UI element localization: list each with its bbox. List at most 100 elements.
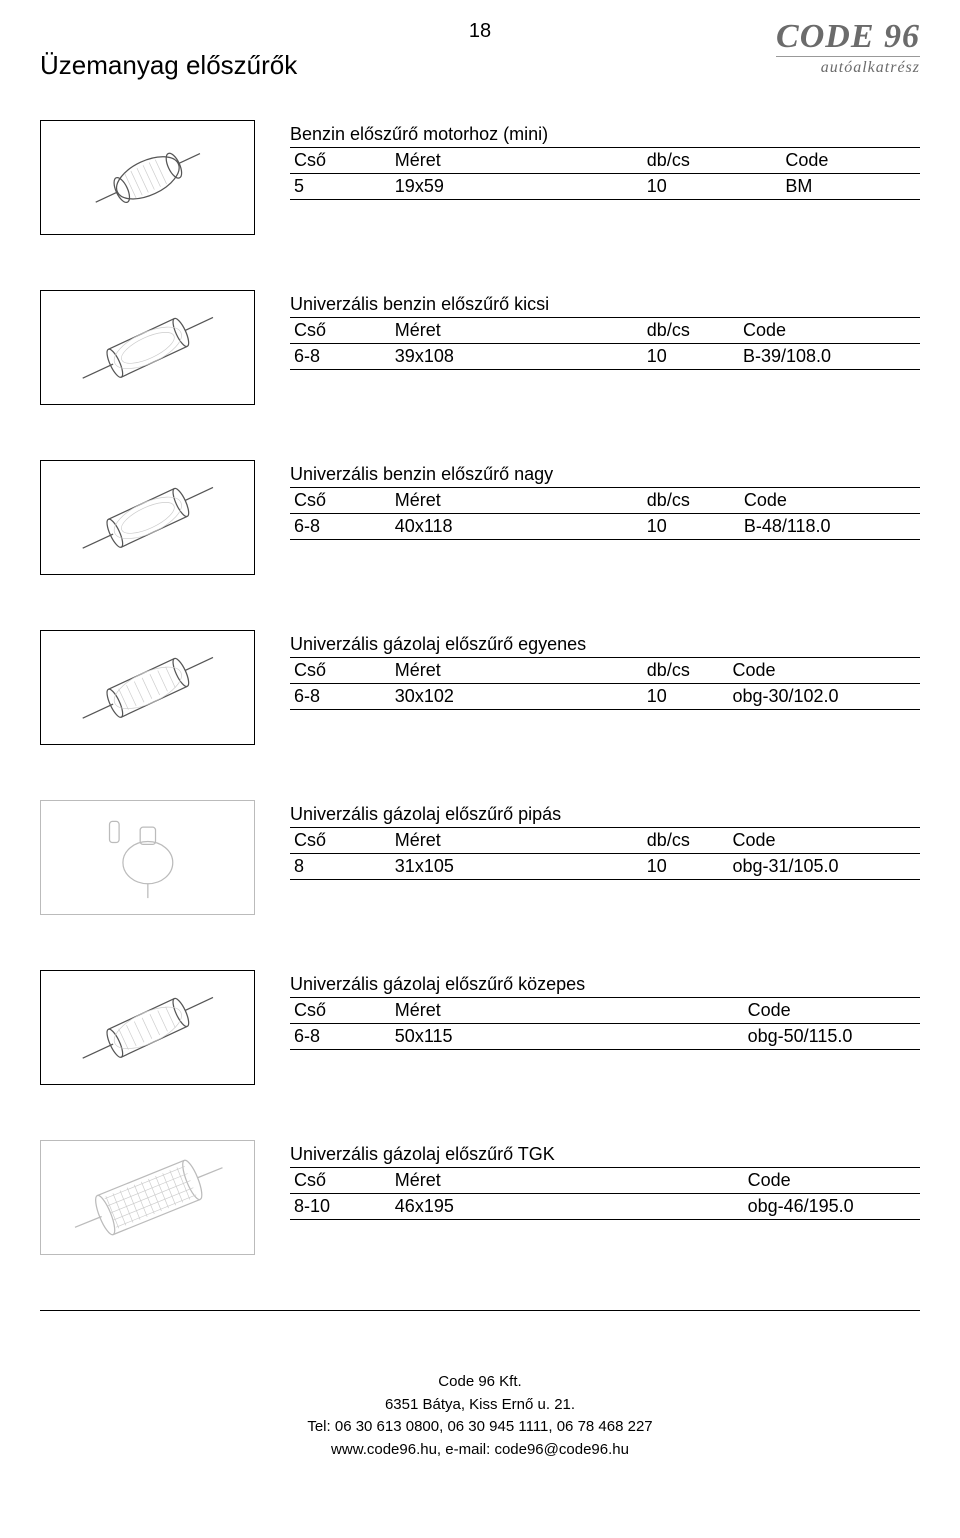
cell-dbcs: 10 <box>643 854 729 880</box>
cell-dbcs: 10 <box>643 344 739 370</box>
page-footer: Code 96 Kft. 6351 Bátya, Kiss Ernő u. 21… <box>40 1371 920 1461</box>
product-table: Univerzális gázolaj előszűrő TGKCsőMéret… <box>290 1144 920 1220</box>
product-table-wrap: Univerzális benzin előszűrő nagyCsőMéret… <box>290 460 920 540</box>
col-header: db/cs <box>643 318 739 344</box>
cell-cso: 5 <box>290 174 391 200</box>
product-title: Univerzális gázolaj előszűrő pipás <box>290 804 920 828</box>
col-header: Méret <box>391 828 643 854</box>
table-row: 6-830x10210obg-30/102.0 <box>290 684 920 710</box>
cell-dbcs: 10 <box>643 174 782 200</box>
logo-sub: autóalkatrész <box>776 56 920 77</box>
table-row: 6-839x10810B-39/108.0 <box>290 344 920 370</box>
col-header: Méret <box>391 658 643 684</box>
footer-line: Code 96 Kft. <box>40 1371 920 1394</box>
col-header: Code <box>781 148 920 174</box>
cell-meret: 19x59 <box>391 174 643 200</box>
product-table: Univerzális gázolaj előszűrő pipásCsőMér… <box>290 804 920 880</box>
col-header: db/cs <box>643 488 740 514</box>
cell-cso: 8-10 <box>290 1194 391 1220</box>
cell-code: BM <box>781 174 920 200</box>
product-table: Univerzális gázolaj előszűrő közepesCsőM… <box>290 974 920 1050</box>
table-row: 831x10510obg-31/105.0 <box>290 854 920 880</box>
product-table: Univerzális benzin előszűrő kicsiCsőMére… <box>290 294 920 370</box>
page-number: 18 <box>469 20 491 43</box>
product-row: Univerzális benzin előszűrő nagyCsőMéret… <box>40 460 920 575</box>
col-header: Méret <box>391 1168 744 1194</box>
product-row: Univerzális gázolaj előszűrő TGKCsőMéret… <box>40 1140 920 1255</box>
col-header: Cső <box>290 658 391 684</box>
cell-cso: 6-8 <box>290 684 391 710</box>
product-table-wrap: Univerzális gázolaj előszűrő egyenesCsőM… <box>290 630 920 710</box>
page-title: Üzemanyag előszűrők <box>40 50 297 81</box>
cell-code: obg-46/195.0 <box>744 1194 920 1220</box>
cell-cso: 6-8 <box>290 514 391 540</box>
product-image <box>40 630 255 745</box>
col-header: db/cs <box>643 828 729 854</box>
product-image <box>40 800 255 915</box>
footer-line: www.code96.hu, e-mail: code96@code96.hu <box>40 1439 920 1462</box>
product-table-wrap: Univerzális gázolaj előszűrő TGKCsőMéret… <box>290 1140 920 1220</box>
table-row: 519x5910BM <box>290 174 920 200</box>
cell-meret: 40x118 <box>391 514 643 540</box>
cell-cso: 6-8 <box>290 344 391 370</box>
cell-meret: 39x108 <box>391 344 643 370</box>
cell-cso: 6-8 <box>290 1024 391 1050</box>
cell-code: obg-50/115.0 <box>744 1024 920 1050</box>
col-header: Cső <box>290 1168 391 1194</box>
cell-dbcs: 10 <box>643 684 729 710</box>
col-header: Code <box>740 488 920 514</box>
col-header: Code <box>728 828 920 854</box>
product-title: Univerzális gázolaj előszűrő TGK <box>290 1144 920 1168</box>
product-title: Univerzális gázolaj előszűrő közepes <box>290 974 920 998</box>
cell-meret: 50x115 <box>391 1024 744 1050</box>
product-title: Univerzális benzin előszűrő nagy <box>290 464 920 488</box>
product-row: Benzin előszűrő motorhoz (mini)CsőMéretd… <box>40 120 920 235</box>
col-header: Méret <box>391 148 643 174</box>
product-title: Univerzális benzin előszűrő kicsi <box>290 294 920 318</box>
col-header: Cső <box>290 998 391 1024</box>
product-title: Benzin előszűrő motorhoz (mini) <box>290 124 920 148</box>
brand-logo: CODE 96 autóalkatrész <box>776 20 920 77</box>
product-table: Univerzális benzin előszűrő nagyCsőMéret… <box>290 464 920 540</box>
col-header: db/cs <box>643 148 782 174</box>
product-row: Univerzális gázolaj előszűrő közepesCsőM… <box>40 970 920 1085</box>
footer-rule <box>40 1310 920 1311</box>
cell-code: B-48/118.0 <box>740 514 920 540</box>
product-table: Univerzális gázolaj előszűrő egyenesCsőM… <box>290 634 920 710</box>
cell-code: B-39/108.0 <box>739 344 920 370</box>
table-row: 8-1046x195obg-46/195.0 <box>290 1194 920 1220</box>
cell-code: obg-31/105.0 <box>728 854 920 880</box>
col-header: Méret <box>391 998 744 1024</box>
product-table-wrap: Univerzális gázolaj előszűrő pipásCsőMér… <box>290 800 920 880</box>
product-row: Univerzális benzin előszűrő kicsiCsőMére… <box>40 290 920 405</box>
col-header: Code <box>744 1168 920 1194</box>
cell-dbcs: 10 <box>643 514 740 540</box>
product-image <box>40 120 255 235</box>
logo-main: CODE 96 <box>776 20 920 54</box>
col-header: Méret <box>391 318 643 344</box>
cell-cso: 8 <box>290 854 391 880</box>
col-header: Code <box>728 658 920 684</box>
col-header: Cső <box>290 828 391 854</box>
col-header: Code <box>744 998 920 1024</box>
cell-meret: 31x105 <box>391 854 643 880</box>
col-header: Méret <box>391 488 643 514</box>
product-image <box>40 290 255 405</box>
col-header: Cső <box>290 148 391 174</box>
col-header: Cső <box>290 488 391 514</box>
product-table-wrap: Univerzális gázolaj előszűrő közepesCsőM… <box>290 970 920 1050</box>
cell-code: obg-30/102.0 <box>728 684 920 710</box>
page-header: 18 Üzemanyag előszűrők CODE 96 autóalkat… <box>40 20 920 90</box>
product-title: Univerzális gázolaj előszűrő egyenes <box>290 634 920 658</box>
footer-line: 6351 Bátya, Kiss Ernő u. 21. <box>40 1394 920 1417</box>
col-header: Code <box>739 318 920 344</box>
col-header: Cső <box>290 318 391 344</box>
product-image <box>40 1140 255 1255</box>
product-table: Benzin előszűrő motorhoz (mini)CsőMéretd… <box>290 124 920 200</box>
cell-meret: 30x102 <box>391 684 643 710</box>
product-table-wrap: Univerzális benzin előszűrő kicsiCsőMére… <box>290 290 920 370</box>
table-row: 6-850x115obg-50/115.0 <box>290 1024 920 1050</box>
product-image <box>40 460 255 575</box>
col-header: db/cs <box>643 658 729 684</box>
table-row: 6-840x11810B-48/118.0 <box>290 514 920 540</box>
